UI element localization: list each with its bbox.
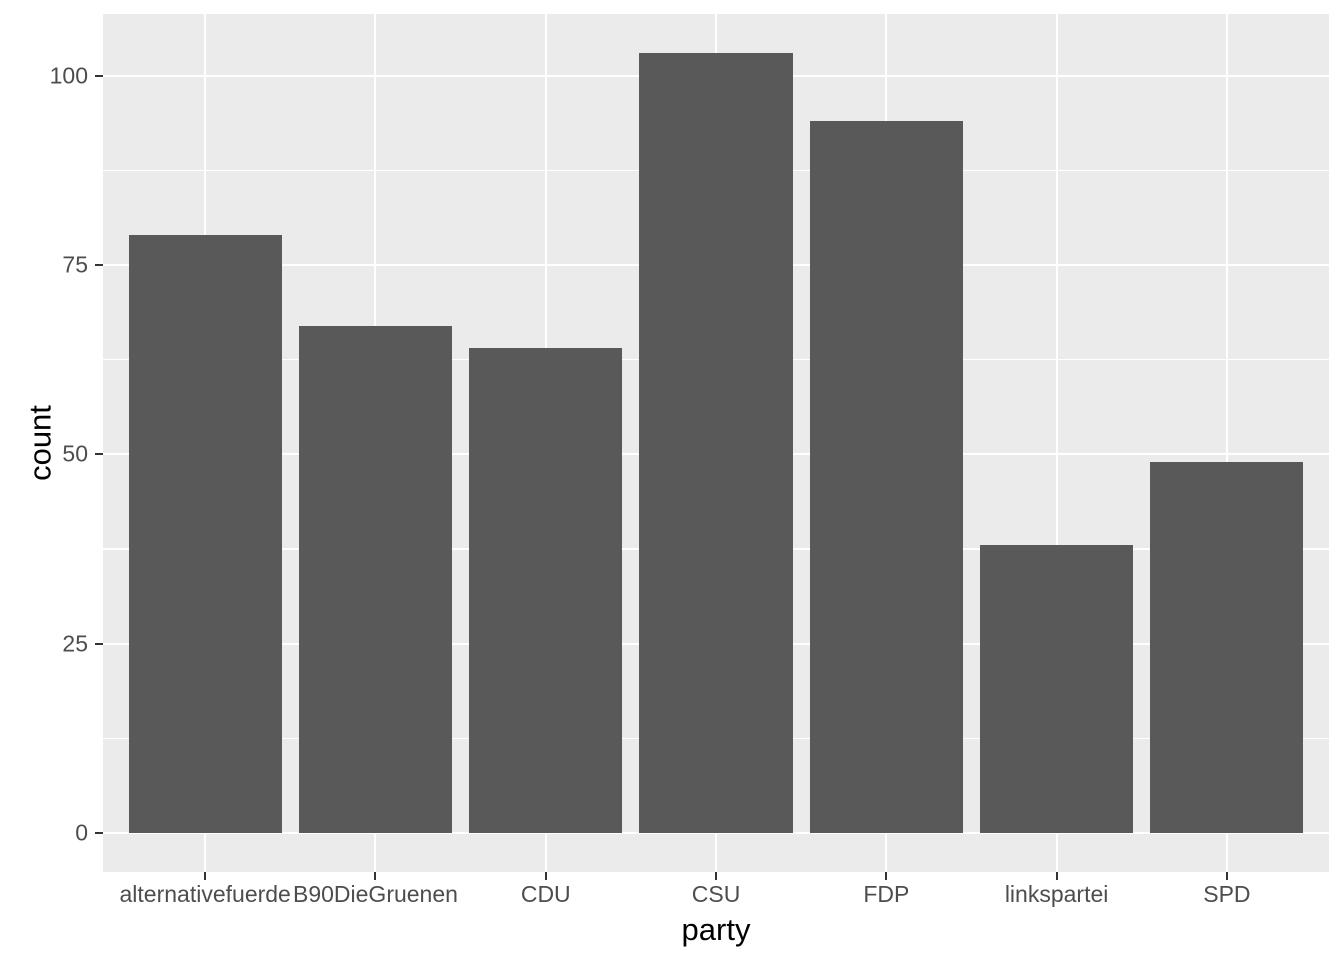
y-axis-tick-label: 100 — [49, 62, 88, 89]
y-axis-tick-mark — [95, 642, 103, 645]
bar-alternativefuerde — [128, 234, 282, 833]
y-axis-tick-mark — [95, 264, 103, 267]
y-axis-tick-label: 25 — [62, 630, 88, 657]
bar-B90DieGruenen — [298, 325, 453, 833]
x-axis-tick-mark — [885, 872, 888, 880]
y-axis-tick-mark — [95, 832, 103, 834]
x-axis-tick-label: FDP — [863, 881, 910, 907]
bar-FDP — [809, 121, 963, 833]
x-axis-tick-mark — [374, 872, 377, 880]
x-axis-tick-label: CSU — [691, 881, 741, 907]
gridline-vertical — [1055, 14, 1058, 872]
y-axis-tick-label: 50 — [62, 440, 88, 467]
gridline-major — [103, 832, 1329, 834]
x-axis-title: party — [681, 912, 751, 947]
bar-CDU — [469, 348, 623, 833]
x-axis-tick-label: CDU — [520, 881, 571, 907]
x-axis-tick-label: SPD — [1203, 881, 1251, 907]
x-axis-tick-mark — [1055, 872, 1058, 880]
x-axis-tick-label: linkspartei — [1004, 881, 1109, 907]
y-axis-tick-mark — [95, 74, 103, 77]
x-axis-tick-label: alternativefuerde — [119, 881, 291, 907]
y-axis-tick-mark — [95, 453, 103, 456]
y-axis-tick-label: 75 — [62, 251, 88, 278]
gridline-vertical — [1225, 14, 1228, 872]
x-axis-tick-mark — [1225, 872, 1228, 880]
bar-CSU — [639, 52, 793, 833]
y-axis-tick-label: 0 — [75, 819, 88, 846]
plot-panel — [103, 14, 1329, 872]
x-axis-tick-mark — [715, 872, 718, 880]
x-axis-tick-label: B90DieGruenen — [292, 881, 458, 907]
x-axis-tick-mark — [204, 872, 207, 880]
x-axis-tick-mark — [544, 872, 547, 880]
bar-linkspartei — [980, 545, 1134, 833]
y-axis-title: count — [22, 405, 58, 481]
bar-SPD — [1150, 461, 1304, 833]
